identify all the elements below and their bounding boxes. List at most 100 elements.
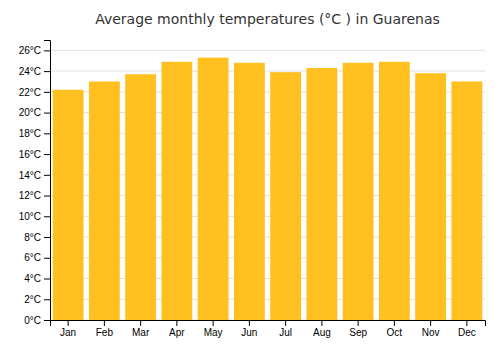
y-tick-label: 26°C <box>19 45 41 56</box>
bars <box>53 58 483 320</box>
y-tick-mark <box>44 320 50 321</box>
x-axis: Jan Feb Mar Apr May Jun Jul Aug Sep Oct Nov Dec <box>51 320 486 338</box>
x-tick-label: Oct <box>387 327 403 338</box>
bar <box>379 62 410 320</box>
y-tick: 10°C <box>19 211 50 222</box>
y-tick-label: 16°C <box>19 149 41 160</box>
bar <box>198 58 229 320</box>
x-axis-line <box>51 321 486 327</box>
x-tick: Nov <box>422 320 440 338</box>
x-tick-mark <box>321 320 322 326</box>
y-tick-label: 24°C <box>19 66 41 77</box>
y-tick-label: 8°C <box>24 232 41 243</box>
y-tick-label: 2°C <box>24 294 41 305</box>
x-tick-label: Jan <box>60 327 76 338</box>
y-tick-mark <box>44 92 50 93</box>
y-tick-label: 12°C <box>19 190 41 201</box>
y-tick-label: 6°C <box>24 252 41 263</box>
x-tick: Sep <box>349 320 367 338</box>
y-tick-mark <box>44 154 50 155</box>
x-tick-label: Mar <box>132 327 150 338</box>
grid <box>50 50 485 320</box>
y-tick-mark <box>44 71 50 72</box>
x-tick: Dec <box>458 320 476 338</box>
y-tick-label: 4°C <box>24 273 41 284</box>
y-tick-label: 14°C <box>19 170 41 181</box>
plot: 0°C 2°C 4°C 6°C 8°C 10°C 12°C 14°C 16°C 18°C 20°C 2… <box>19 41 486 339</box>
y-axis: 0°C 2°C 4°C 6°C 8°C 10°C 12°C 14°C 16°C 18°C 20°C 2… <box>19 41 51 326</box>
y-tick: 16°C <box>19 149 50 160</box>
x-tick-mark <box>213 320 214 326</box>
bar <box>343 63 374 320</box>
y-tick-mark <box>44 196 50 197</box>
x-tick-label: Nov <box>422 327 440 338</box>
bar <box>125 74 156 320</box>
y-tick-mark <box>44 299 50 300</box>
y-tick: 2°C <box>24 294 50 305</box>
bar <box>415 73 446 320</box>
x-tick-label: Jul <box>279 327 292 338</box>
y-tick-mark <box>44 113 50 114</box>
title: Average monthly temperatures (°C ) in Gu… <box>95 11 440 27</box>
x-tick-mark <box>285 320 286 326</box>
x-tick: Mar <box>132 320 150 338</box>
y-tick-mark <box>44 216 50 217</box>
y-tick-mark <box>44 279 50 280</box>
y-tick: 20°C <box>19 107 50 118</box>
y-tick-label: 0°C <box>24 315 41 326</box>
x-tick: Jul <box>279 320 292 338</box>
y-axis-line <box>44 41 51 321</box>
y-tick-label: 20°C <box>19 107 41 118</box>
x-tick-label: May <box>204 327 223 338</box>
x-tick: Feb <box>96 320 114 338</box>
grid-line <box>50 71 485 72</box>
y-tick: 26°C <box>19 45 50 56</box>
x-tick: Apr <box>169 320 185 338</box>
x-tick-mark <box>104 320 105 326</box>
y-tick: 12°C <box>19 190 50 201</box>
y-tick: 24°C <box>19 66 50 77</box>
bar <box>53 90 84 320</box>
y-tick-mark <box>44 258 50 259</box>
x-tick-mark <box>430 320 431 326</box>
x-tick: Jan <box>60 320 76 338</box>
y-tick: 0°C <box>24 315 50 326</box>
grid-line <box>50 50 485 51</box>
x-tick-label: Feb <box>96 327 114 338</box>
y-tick-mark <box>44 50 50 51</box>
x-tick-label: Apr <box>169 327 185 338</box>
bar <box>451 81 482 320</box>
x-tick-label: Sep <box>349 327 367 338</box>
bar <box>161 62 192 320</box>
y-tick: 18°C <box>19 128 50 139</box>
x-tick-mark <box>466 320 467 326</box>
x-tick: Oct <box>387 320 403 338</box>
x-tick: May <box>204 320 223 338</box>
bar <box>306 68 337 320</box>
y-tick: 4°C <box>24 273 50 284</box>
x-tick-label: Dec <box>458 327 476 338</box>
bar <box>89 81 120 320</box>
bar <box>270 72 301 320</box>
bar <box>234 63 265 320</box>
x-tick-mark <box>394 320 395 326</box>
x-tick: Aug <box>313 320 331 338</box>
x-tick-mark <box>176 320 177 326</box>
x-tick: Jun <box>241 320 257 338</box>
y-tick-label: 22°C <box>19 87 41 98</box>
y-tick-mark <box>44 133 50 134</box>
y-tick: 8°C <box>24 232 50 243</box>
chart: 0°C 2°C 4°C 6°C 8°C 10°C 12°C 14°C 16°C 18°C 20°C 2… <box>0 0 500 350</box>
x-tick-label: Aug <box>313 327 331 338</box>
y-tick-mark <box>44 175 50 176</box>
x-tick-mark <box>68 320 69 326</box>
y-tick-mark <box>44 237 50 238</box>
x-tick-label: Jun <box>241 327 257 338</box>
y-tick: 14°C <box>19 170 50 181</box>
y-tick: 6°C <box>24 252 50 263</box>
y-tick-label: 18°C <box>19 128 41 139</box>
x-tick-mark <box>358 320 359 326</box>
x-tick-mark <box>140 320 141 326</box>
y-tick-label: 10°C <box>19 211 41 222</box>
x-tick-mark <box>249 320 250 326</box>
